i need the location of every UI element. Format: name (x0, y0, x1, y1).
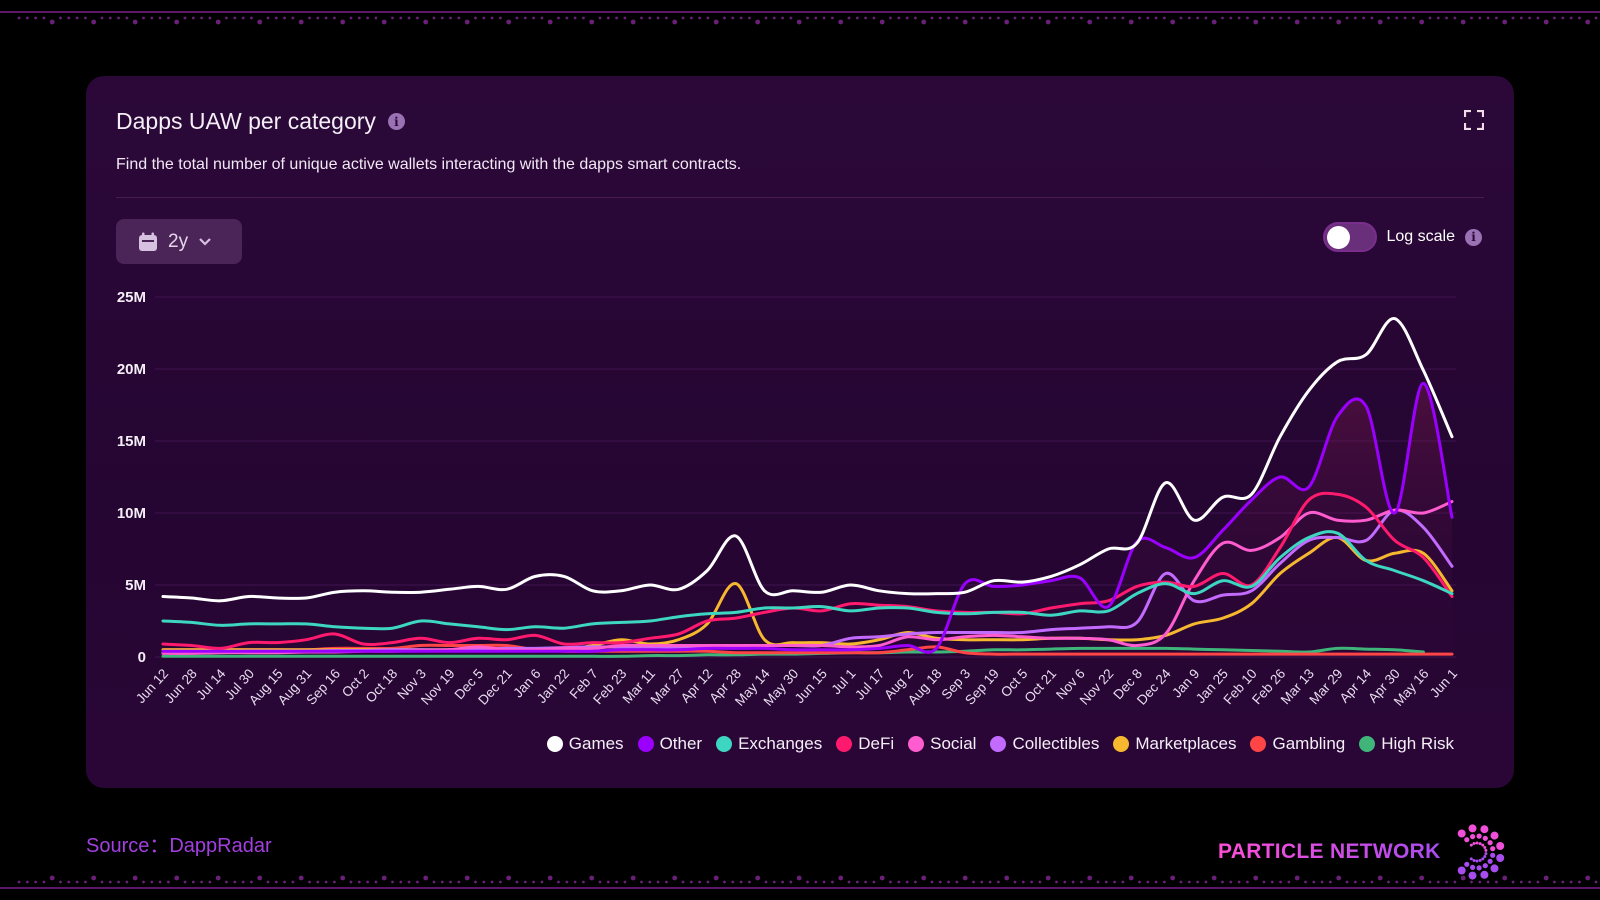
legend-item-high-risk[interactable]: High Risk (1359, 734, 1454, 754)
calendar-icon (139, 232, 157, 251)
legend-item-social[interactable]: Social (908, 734, 976, 754)
y-tick-label: 0 (138, 649, 146, 666)
legend-item-collectibles[interactable]: Collectibles (990, 734, 1099, 754)
brand-name: PARTICLE NETWORK (1218, 840, 1441, 863)
legend-label: Marketplaces (1135, 734, 1237, 753)
legend-label: Other (659, 734, 703, 753)
y-tick-label: 20M (117, 361, 146, 378)
legend-dot (716, 736, 733, 752)
chevron-down-icon (199, 237, 211, 246)
legend-item-marketplaces[interactable]: Marketplaces (1113, 734, 1236, 754)
y-tick-label: 15M (117, 433, 146, 450)
log-scale-control: Log scale i (1322, 222, 1482, 252)
legend-dot (1113, 736, 1130, 752)
source-credit: Source：DappRadar (86, 835, 272, 857)
decorative-bottom-border (0, 875, 1600, 889)
legend-dot (1359, 736, 1376, 752)
legend-item-games[interactable]: Games (546, 734, 624, 754)
info-icon[interactable]: i (387, 113, 405, 130)
chart-card: Dapps UAW per category i Find the total … (86, 76, 1514, 788)
log-scale-toggle[interactable] (1322, 222, 1377, 252)
x-tick-label: Jul 17 (852, 666, 887, 703)
series-line-exchanges[interactable] (161, 530, 1454, 632)
header-divider (116, 197, 1484, 198)
x-tick-label: Jan 22 (534, 666, 572, 706)
legend-label: Games (568, 734, 624, 753)
decorative-top-border (0, 11, 1600, 25)
x-tick-label: Oct 21 (1021, 666, 1059, 706)
legend-dot (546, 736, 563, 752)
log-scale-label: Log scale (1386, 228, 1456, 245)
time-range-dropdown[interactable]: 2y (116, 219, 242, 264)
chart-description: Find the total number of unique active w… (116, 156, 742, 173)
series-line-games[interactable] (161, 317, 1454, 603)
series-area-other (163, 383, 1452, 657)
y-tick-label: 5M (125, 577, 146, 594)
legend-label: Collectibles (1012, 734, 1100, 753)
chart-title: Dapps UAW per category (116, 108, 376, 134)
x-tick-label: Oct 18 (363, 666, 401, 706)
legend-label: Gambling (1272, 734, 1346, 753)
x-tick-label: Jun 15 (792, 666, 830, 706)
legend-label: High Risk (1381, 734, 1454, 753)
toggle-knob (1326, 226, 1350, 249)
chart-legend: Games Other Exchanges DeFi Social Collectible… (546, 734, 1454, 754)
legend-item-exchanges[interactable]: Exchanges (716, 734, 822, 754)
legend-dot (1250, 736, 1267, 752)
y-tick-label: 10M (117, 505, 146, 522)
legend-item-defi[interactable]: DeFi (836, 734, 894, 754)
legend-label: Social (930, 734, 977, 753)
legend-dot (908, 736, 925, 752)
legend-dot (836, 736, 853, 752)
card-header: Dapps UAW per category i (116, 108, 405, 135)
x-tick-label: Jun 28 (162, 666, 200, 706)
x-tick-label: Jul 14 (193, 666, 229, 703)
particle-logo-icon (1457, 824, 1504, 880)
legend-item-gambling[interactable]: Gambling (1250, 734, 1345, 754)
series-line-defi[interactable] (161, 491, 1454, 650)
legend-label: DeFi (858, 734, 895, 753)
info-icon[interactable]: i (1465, 228, 1482, 246)
legend-dot (637, 736, 654, 752)
time-range-value: 2y (168, 230, 189, 252)
y-tick-label: 25M (117, 289, 146, 306)
legend-dot (990, 736, 1007, 752)
series-line-other[interactable] (161, 381, 1454, 654)
fullscreen-icon[interactable] (1464, 110, 1484, 130)
legend-label: Exchanges (738, 734, 823, 753)
legend-item-other[interactable]: Other (637, 734, 703, 754)
x-tick-label: Jun 1 (1427, 666, 1460, 701)
brand-logo: PARTICLE NETWORK (1218, 822, 1505, 882)
